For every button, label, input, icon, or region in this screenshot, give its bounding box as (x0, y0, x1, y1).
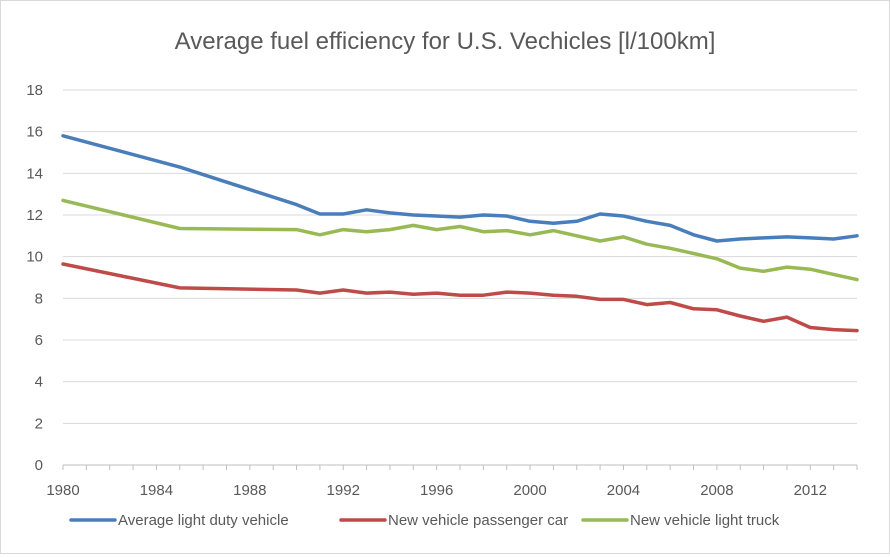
legend-item-3: New vehicle light truck (581, 512, 780, 529)
x-tick-label-2004: 2004 (607, 482, 640, 499)
legend-item-2: New vehicle passenger car (339, 512, 568, 529)
y-axis-tick-labels: 0 2 4 6 8 10 12 14 16 18 (26, 82, 43, 474)
y-tick-label-12: 12 (26, 207, 43, 224)
x-tick-label-1996: 1996 (420, 482, 453, 499)
x-tick-label-1988: 1988 (233, 482, 266, 499)
series-line-3 (61, 198, 859, 282)
x-tick-label-1984: 1984 (140, 482, 173, 499)
y-tick-label-8: 8 (35, 290, 43, 307)
x-tick-label-2012: 2012 (794, 482, 827, 499)
series-lines (61, 134, 859, 333)
x-tick-label-1980: 1980 (46, 482, 79, 499)
chart-title: Average fuel efficiency for U.S. Vechicl… (175, 28, 716, 55)
legend-label-1: Average light duty vehicle (118, 512, 289, 529)
series-line-2 (61, 262, 859, 333)
x-tick-label-1992: 1992 (327, 482, 360, 499)
x-axis: 1980 1984 1988 1992 1996 2000 2004 2008 2012 (46, 464, 858, 499)
x-tick-label-2008: 2008 (700, 482, 733, 499)
legend-label-3: New vehicle light truck (630, 512, 780, 529)
y-tick-label-14: 14 (26, 165, 43, 182)
y-tick-label-0: 0 (35, 457, 43, 474)
x-tick-label-2000: 2000 (513, 482, 546, 499)
y-tick-label-2: 2 (35, 415, 43, 432)
y-tick-label-16: 16 (26, 124, 43, 141)
legend-item-1: Average light duty vehicle (69, 512, 289, 529)
legend: Average light duty vehicle New vehicle pa… (69, 512, 780, 529)
y-tick-label-4: 4 (35, 374, 43, 391)
legend-label-2: New vehicle passenger car (388, 512, 568, 529)
y-tick-label-10: 10 (26, 249, 43, 266)
gridlines (63, 89, 857, 424)
y-tick-label-6: 6 (35, 332, 43, 349)
y-tick-label-18: 18 (26, 82, 43, 99)
series-line-1 (61, 134, 859, 243)
